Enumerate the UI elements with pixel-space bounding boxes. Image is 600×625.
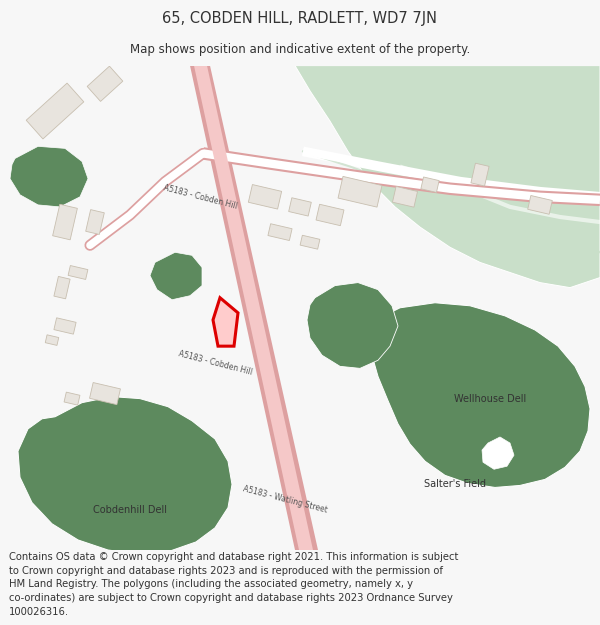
Polygon shape <box>392 186 418 207</box>
Polygon shape <box>268 224 292 241</box>
Text: A5183 - Watling Street: A5183 - Watling Street <box>242 484 328 515</box>
Polygon shape <box>45 335 59 346</box>
Polygon shape <box>248 184 281 209</box>
Polygon shape <box>300 235 320 249</box>
Text: Contains OS data © Crown copyright and database right 2021. This information is : Contains OS data © Crown copyright and d… <box>9 552 458 616</box>
Polygon shape <box>54 276 70 299</box>
Text: 65, COBDEN HILL, RADLETT, WD7 7JN: 65, COBDEN HILL, RADLETT, WD7 7JN <box>163 11 437 26</box>
Polygon shape <box>471 163 489 186</box>
Polygon shape <box>54 318 76 334</box>
Polygon shape <box>295 66 600 288</box>
Polygon shape <box>368 302 590 488</box>
Text: A5183 - Cobden Hill: A5183 - Cobden Hill <box>177 349 253 377</box>
Polygon shape <box>316 204 344 226</box>
Text: Wellhouse Dell: Wellhouse Dell <box>454 394 526 404</box>
Text: Salter's Field: Salter's Field <box>424 479 486 489</box>
Polygon shape <box>26 83 84 139</box>
Polygon shape <box>307 282 398 368</box>
Polygon shape <box>10 146 88 207</box>
Polygon shape <box>53 204 77 240</box>
Polygon shape <box>89 382 121 404</box>
Polygon shape <box>289 198 311 216</box>
Polygon shape <box>87 66 123 101</box>
Polygon shape <box>86 209 104 234</box>
Text: Cobdenhill Dell: Cobdenhill Dell <box>93 504 167 514</box>
Polygon shape <box>190 66 318 550</box>
Text: A5183 - Cobden Hill: A5183 - Cobden Hill <box>162 183 238 211</box>
Text: Map shows position and indicative extent of the property.: Map shows position and indicative extent… <box>130 42 470 56</box>
Polygon shape <box>68 266 88 279</box>
Polygon shape <box>64 392 80 405</box>
Polygon shape <box>482 437 514 469</box>
Polygon shape <box>528 196 552 214</box>
Polygon shape <box>338 176 382 207</box>
Polygon shape <box>213 298 238 346</box>
Polygon shape <box>194 66 313 550</box>
Polygon shape <box>150 253 202 300</box>
Polygon shape <box>421 177 439 192</box>
Polygon shape <box>18 397 232 554</box>
